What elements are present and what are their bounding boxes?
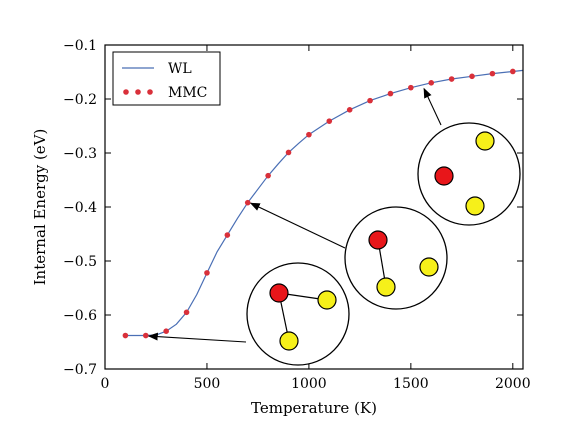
data-point-mmc — [367, 97, 373, 104]
axes: 0 500 1000 1500 2000 −0.7 −0.6 −0.5 −0.4 −0.3 −0.2… — [31, 38, 531, 417]
data-point-mmc — [163, 328, 169, 335]
plot-border — [104, 44, 524, 370]
legend-label-mmc: MMC — [168, 85, 207, 101]
data-point-mmc — [346, 107, 353, 113]
data-point-mmc — [142, 332, 149, 339]
y-tick-label: −0.6 — [63, 308, 97, 324]
data-point-mmc — [306, 131, 312, 138]
plot-frame — [104, 44, 524, 370]
legend-box — [112, 51, 221, 106]
data-point-mmc — [387, 90, 394, 97]
x-tick-label: 1500 — [393, 376, 429, 392]
data-point-mmc — [489, 70, 496, 77]
inset-circle — [344, 206, 448, 310]
y-axis-label: Internal Energy (eV) — [31, 129, 49, 286]
y-tick-label: −0.2 — [63, 92, 97, 108]
data-point-mmc — [224, 232, 231, 238]
red-atom — [368, 230, 388, 250]
data-point-mmc — [122, 332, 129, 339]
x-axis-label: Temperature (K) — [251, 399, 377, 417]
data-point-mmc — [326, 118, 333, 124]
data-point-mmc — [285, 149, 292, 156]
x-tick-label: 500 — [194, 376, 221, 392]
yellow-atom — [419, 257, 439, 277]
yellow-atom — [475, 131, 495, 151]
inset-arrow — [423, 87, 442, 126]
data-point-mmc — [265, 172, 271, 179]
legend: WL MMC — [112, 51, 221, 106]
cluster-inset-1 — [147, 262, 350, 366]
inset-circle — [417, 122, 521, 226]
data-point-mmc — [510, 68, 516, 75]
data-point-mmc — [469, 73, 475, 80]
inset-arrow — [147, 332, 247, 343]
x-tick-label: 1000 — [291, 376, 327, 392]
series-line-wl — [125, 69, 524, 337]
yellow-atom — [317, 290, 337, 310]
legend-swatch-mmc — [147, 89, 153, 95]
x-tick-label: 2000 — [495, 376, 531, 392]
data-point-mmc — [448, 76, 455, 82]
y-tick-label: −0.5 — [63, 254, 97, 270]
yellow-atom — [376, 277, 396, 297]
legend-swatch-mmc — [123, 89, 129, 95]
data-point-mmc — [428, 80, 435, 86]
y-tick-label: −0.7 — [63, 362, 97, 378]
x-tick-label: 0 — [101, 376, 110, 392]
cluster-inset-3 — [417, 87, 521, 226]
data-point-mmc — [408, 84, 414, 91]
yellow-atom — [465, 196, 485, 216]
yellow-atom — [279, 331, 299, 351]
legend-label-wl: WL — [168, 61, 192, 77]
data-point-mmc — [244, 199, 251, 206]
inset-arrow — [249, 202, 346, 249]
inset-circle — [246, 262, 350, 366]
plot-area — [122, 68, 524, 339]
legend-swatch-mmc — [135, 89, 141, 95]
y-tick-label: −0.1 — [63, 38, 97, 54]
data-point-mmc — [204, 270, 210, 276]
cluster-insets — [147, 87, 521, 366]
red-atom — [434, 166, 454, 186]
red-atom — [269, 283, 289, 303]
data-point-mmc — [183, 309, 190, 316]
y-tick-label: −0.4 — [63, 200, 97, 216]
cluster-inset-2 — [249, 202, 448, 310]
y-tick-label: −0.3 — [63, 146, 97, 162]
